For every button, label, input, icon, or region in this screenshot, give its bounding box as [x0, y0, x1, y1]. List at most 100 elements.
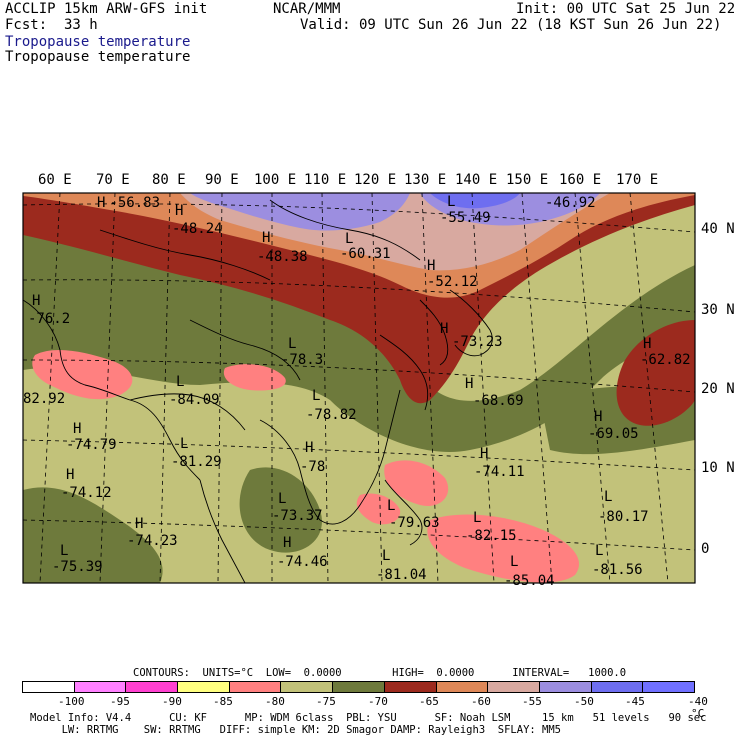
extremum-label: -46.92 — [545, 195, 596, 211]
colorbar-tick: -60 — [471, 695, 491, 708]
extremum-value: -69.05 — [588, 426, 639, 442]
lon-label: 130 E — [404, 172, 447, 188]
coastline-philippines — [384, 479, 423, 546]
extremum-value: -74.11 — [474, 464, 525, 480]
extremum-label: -52.12 — [427, 274, 478, 290]
extremum-value: -55.49 — [440, 210, 491, 226]
extremum-value: -73.37 — [272, 508, 323, 524]
extremum-value: -81.04 — [376, 567, 427, 583]
extremum-type: L — [278, 491, 286, 507]
extremum-label: -62.82 — [640, 352, 691, 368]
colorbar-bin — [436, 682, 489, 692]
extremum-label: H — [594, 409, 602, 425]
extremum-value: 82.92 — [23, 391, 65, 407]
extremum-type: L — [447, 194, 455, 210]
field-olive-band — [23, 232, 695, 452]
extremum-label: H — [480, 446, 488, 462]
field-title-filled: Tropopause temperature — [5, 34, 191, 50]
coastlines — [23, 199, 493, 583]
lon-label: 150 E — [506, 172, 549, 188]
extremum-value: -81.56 — [592, 562, 643, 578]
coastline-china — [379, 334, 429, 411]
colorbar — [22, 681, 695, 693]
extremum-label: -76.2 — [28, 311, 70, 327]
lon-label: 110 E — [304, 172, 347, 188]
extremum-label: -74.23 — [127, 533, 178, 549]
lon-label: 160 E — [559, 172, 602, 188]
extremum-value: -62.82 — [640, 352, 691, 368]
extremum-label: -68.69 — [473, 393, 524, 409]
field-olive-patch — [23, 487, 163, 583]
extremum-label: H — [465, 376, 473, 392]
extremum-label: H — [175, 203, 183, 219]
lat-label: 0 — [701, 541, 710, 557]
extremum-label: -48.24 — [172, 221, 223, 237]
field-title-contour: Tropopause temperature — [5, 49, 191, 65]
extremum-type: L — [60, 543, 68, 559]
lon-label: 140 E — [455, 172, 498, 188]
colorbar-tick: -80 — [265, 695, 285, 708]
latitude-line — [23, 359, 695, 393]
extremum-value: -48.24 — [172, 221, 223, 237]
field-pink-patch — [427, 514, 579, 583]
lon-label: 100 E — [254, 172, 297, 188]
colorbar-tick: -50 — [574, 695, 594, 708]
extremum-label: L — [387, 498, 395, 514]
longitude-line — [421, 193, 439, 583]
extremum-label: H — [305, 440, 313, 456]
lon-label: 120 E — [354, 172, 397, 188]
graticule — [23, 193, 695, 583]
border-line — [99, 229, 271, 281]
extremum-type: H — [97, 195, 105, 211]
lon-label: 90 E — [205, 172, 239, 188]
longitude-line — [629, 193, 669, 583]
extremum-value: -79.63 — [389, 515, 440, 531]
valid-time: Valid: 09 UTC Sun 26 Jun 22 (18 KST Sun … — [300, 17, 722, 33]
extremum-label: H — [440, 321, 448, 337]
colorbar-bin — [643, 682, 694, 692]
longitude-line — [39, 193, 61, 583]
extremum-label: H — [643, 336, 651, 352]
extremum-label: -81.56 — [592, 562, 643, 578]
colorbar-bin — [126, 682, 179, 692]
colorbar-bin — [178, 682, 230, 692]
filled-field — [23, 193, 695, 583]
colorbar-tick: -95 — [110, 695, 130, 708]
extremum-label: H — [262, 230, 270, 246]
extremum-type: L — [345, 231, 353, 247]
extremum-type: H — [262, 230, 270, 246]
contours-info: CONTOURS: UNITS=°C LOW= 0.0000 HIGH= 0.0… — [133, 667, 627, 679]
extremum-label: -74.79 — [66, 437, 117, 453]
extremum-label: -78.82 — [306, 407, 357, 423]
colorbar-bin — [539, 682, 592, 692]
extremum-label: H — [66, 467, 74, 483]
lon-label: 80 E — [152, 172, 186, 188]
extremum-value: -74.46 — [277, 554, 328, 570]
longitude-line — [321, 193, 329, 583]
latitude-line — [23, 439, 695, 471]
extremum-label: H — [73, 421, 81, 437]
extremum-value: -80.17 — [598, 509, 649, 525]
extremum-label: -48.38 — [257, 249, 308, 265]
extremum-type: L — [595, 543, 603, 559]
extremum-value: -73.23 — [452, 334, 503, 350]
extremum-type: L — [510, 554, 518, 570]
colorbar-bin — [74, 682, 127, 692]
longitude-line — [159, 193, 171, 583]
extremum-type: H — [283, 535, 291, 551]
extremum-label: -85.04 — [504, 573, 555, 589]
field-darkred-patch — [616, 320, 695, 426]
colorbar-tick: -45 — [625, 695, 645, 708]
latitude-line — [23, 519, 695, 551]
init-time: Init: 00 UTC Sat 25 Jun 22 — [516, 1, 736, 17]
colorbar-tick: -40 — [688, 695, 708, 708]
longitude-line — [371, 193, 383, 583]
border-line — [269, 199, 421, 261]
extremum-label: L — [312, 388, 320, 404]
extremum-label: L — [176, 374, 184, 390]
extremum-value: -60.31 — [340, 246, 391, 262]
lon-label: 70 E — [96, 172, 130, 188]
extremum-value: -85.04 — [504, 573, 555, 589]
extremum-label: -73.23 — [452, 334, 503, 350]
extremum-type: H — [465, 376, 473, 392]
